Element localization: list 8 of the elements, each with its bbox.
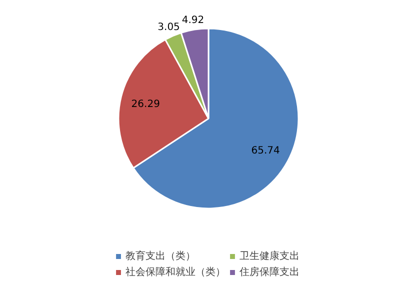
data-label: 26.29: [131, 98, 160, 110]
data-label: 4.92: [182, 14, 204, 26]
data-label: 65.74: [251, 145, 280, 156]
legend-label: 卫生健康支出: [240, 250, 300, 263]
legend-label: 住房保障支出: [240, 266, 300, 279]
data-label: 3.05: [158, 22, 180, 33]
legend-label: 社会保障和就业（类）: [126, 266, 226, 279]
legend-label: 教育支出（类）: [126, 250, 196, 263]
